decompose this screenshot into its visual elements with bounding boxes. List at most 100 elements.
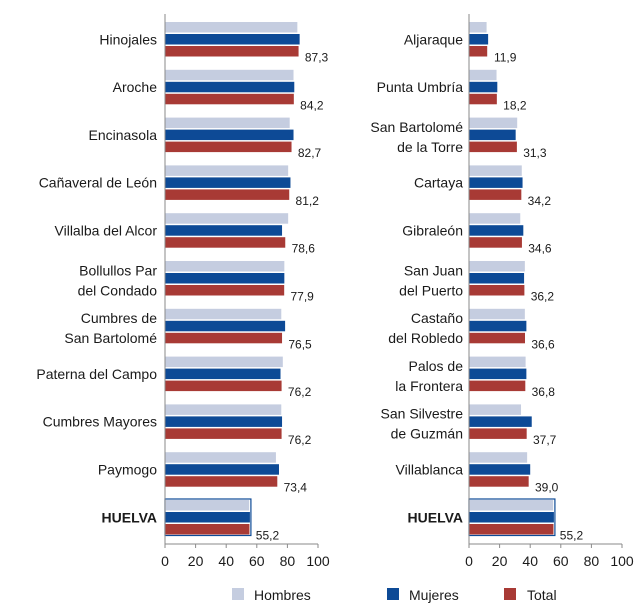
- bar-mujeres: [165, 464, 279, 475]
- bar-total: [469, 476, 529, 487]
- category-group: San Silvestre de Guzmán 37,7: [381, 404, 557, 447]
- category-label: Castaño: [411, 310, 463, 326]
- legend-swatch-hombres: [232, 588, 244, 600]
- bar-total: [165, 93, 294, 105]
- bar-hombres: [469, 356, 526, 368]
- bar-mujeres: [469, 512, 554, 523]
- bar-mujeres: [165, 512, 250, 523]
- category-label: HUELVA: [408, 509, 463, 525]
- bar-mujeres: [165, 320, 286, 332]
- bar-mujeres: [469, 129, 516, 141]
- category-group: Paterna del Campo 76,2: [36, 356, 312, 399]
- value-label: 11,9: [494, 51, 517, 65]
- bar-hombres: [469, 500, 554, 511]
- legend-label-hombres: Hombres: [254, 587, 311, 603]
- bar-total: [165, 380, 282, 392]
- value-label: 36,8: [532, 385, 556, 399]
- category-label: Aljaraque: [404, 31, 463, 47]
- category-group: Punta Umbría 18,2: [377, 69, 527, 112]
- bar-hombres: [165, 69, 294, 81]
- category-label: San Bartolomé: [64, 330, 157, 346]
- category-group: Encinasola 82,7: [89, 117, 322, 160]
- value-label: 18,2: [503, 98, 527, 112]
- value-label: 76,2: [288, 433, 312, 447]
- value-label: 82,7: [298, 146, 322, 160]
- bar-hombres: [165, 452, 276, 463]
- value-label: 31,3: [523, 146, 547, 160]
- category-label: del Puerto: [399, 282, 463, 298]
- value-label: 77,9: [291, 290, 315, 304]
- category-label: Aroche: [113, 79, 158, 95]
- chart-panel-1: Hinojales 87,3 Aroche 84,2 Encinasola 82,7 Cañ…: [36, 14, 330, 569]
- bar-mujeres: [165, 273, 285, 284]
- category-label: Villablanca: [396, 461, 464, 477]
- category-group: Aljaraque 11,9: [404, 22, 517, 65]
- bar-hombres: [469, 452, 528, 463]
- legend-swatch-total: [504, 588, 516, 600]
- value-label: 55,2: [256, 529, 280, 543]
- bar-total: [165, 189, 290, 200]
- category-label: Encinasola: [89, 127, 158, 143]
- bar-hombres: [469, 117, 518, 129]
- legend-label-mujeres: Mujeres: [409, 587, 459, 603]
- x-tick-label: 80: [584, 553, 600, 569]
- value-label: 81,2: [296, 194, 320, 208]
- x-tick-label: 40: [522, 553, 538, 569]
- category-label: Palos de: [409, 358, 464, 374]
- category-label: Cumbres Mayores: [43, 414, 157, 430]
- category-label: la Frontera: [395, 378, 463, 394]
- value-label: 37,7: [533, 433, 557, 447]
- bar-mujeres: [469, 81, 498, 93]
- bar-mujeres: [165, 416, 283, 427]
- category-group: Aroche 84,2: [113, 69, 324, 112]
- category-group: Bollullos Par del Condado 77,9: [78, 261, 315, 304]
- value-label: 76,2: [288, 385, 312, 399]
- category-label: Gibraleón: [402, 222, 463, 238]
- category-label: Bollullos Par: [79, 262, 157, 278]
- x-tick-label: 60: [249, 553, 265, 569]
- category-group: Cañaveral de León 81,2: [39, 165, 320, 208]
- value-label: 87,3: [305, 51, 329, 65]
- category-label: Hinojales: [99, 31, 157, 47]
- bar-mujeres: [469, 177, 523, 188]
- category-group: Cumbres de San Bartolomé 76,5: [64, 308, 312, 351]
- bar-total: [469, 428, 527, 439]
- bar-total: [165, 476, 278, 487]
- value-label: 36,6: [531, 337, 555, 351]
- bar-total: [469, 380, 526, 392]
- category-group: HUELVA 55,2: [408, 498, 583, 543]
- bar-mujeres: [165, 225, 283, 236]
- bar-hombres: [469, 213, 521, 224]
- bar-total: [469, 332, 525, 344]
- bar-hombres: [165, 213, 289, 224]
- category-group: Cartaya 34,2: [414, 165, 551, 208]
- category-label: del Condado: [78, 282, 158, 298]
- bar-total: [165, 141, 292, 153]
- category-label: San Juan: [404, 262, 463, 278]
- bar-hombres: [469, 404, 522, 415]
- category-group: HUELVA 55,2: [102, 498, 280, 543]
- x-tick-label: 0: [161, 553, 169, 569]
- value-label: 39,0: [535, 481, 559, 495]
- category-group: Villablanca 39,0: [396, 452, 559, 495]
- x-tick-label: 100: [610, 553, 634, 569]
- bar-mujeres: [469, 368, 527, 380]
- bar-mujeres: [165, 368, 281, 380]
- bar-total: [469, 93, 497, 105]
- category-group: San Juan del Puerto 36,2: [399, 261, 554, 304]
- bar-mujeres: [165, 177, 291, 188]
- x-tick-label: 20: [188, 553, 204, 569]
- bar-total: [165, 524, 250, 535]
- category-group: Castaño del Robledo 36,6: [388, 308, 555, 351]
- category-label: Paterna del Campo: [36, 366, 157, 382]
- category-label: Paymogo: [98, 461, 157, 477]
- bar-total: [469, 189, 522, 200]
- x-tick-label: 60: [553, 553, 569, 569]
- category-label: Punta Umbría: [377, 79, 464, 95]
- bar-total: [469, 237, 522, 248]
- bar-hombres: [469, 22, 487, 33]
- bar-mujeres: [469, 416, 532, 427]
- category-group: Paymogo 73,4: [98, 452, 307, 495]
